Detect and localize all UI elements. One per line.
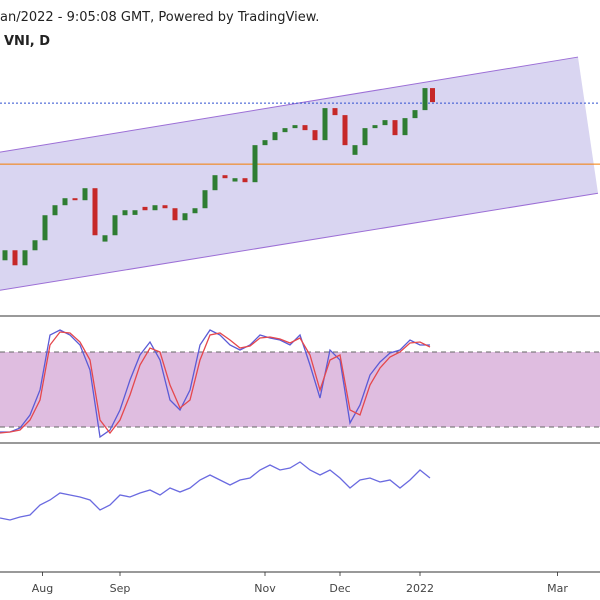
candle xyxy=(372,125,378,129)
series-line xyxy=(0,331,431,435)
x-tick-label: 2022 xyxy=(406,582,434,595)
candle xyxy=(22,250,28,266)
series-line xyxy=(0,329,430,439)
candle xyxy=(322,108,328,141)
candle xyxy=(142,206,148,211)
candle xyxy=(352,145,358,155)
x-tick-label: Sep xyxy=(110,582,131,595)
candle xyxy=(302,125,308,131)
candle xyxy=(312,130,318,141)
x-tick-label: Nov xyxy=(254,582,276,595)
candle xyxy=(362,128,368,146)
candle xyxy=(132,210,138,215)
candle xyxy=(222,175,228,179)
x-tick-label: Mar xyxy=(547,582,568,595)
candle xyxy=(92,188,98,236)
series-line xyxy=(0,461,431,521)
candle xyxy=(242,178,248,183)
candle xyxy=(282,128,288,133)
candle xyxy=(112,215,118,236)
candle xyxy=(52,205,58,216)
candle xyxy=(122,210,128,216)
x-tick-label: Dec xyxy=(329,582,350,595)
candle xyxy=(430,88,435,103)
candle xyxy=(392,120,398,136)
channel-line xyxy=(0,56,579,153)
candle xyxy=(262,140,268,146)
candle xyxy=(412,110,418,119)
candle xyxy=(62,198,68,206)
channel-line xyxy=(0,192,599,291)
x-tick-label: Aug xyxy=(32,582,53,595)
channel-fill xyxy=(0,57,598,291)
header-title: an/2022 - 9:05:08 GMT, Powered by Tradin… xyxy=(0,10,319,25)
candle xyxy=(292,125,298,129)
candle xyxy=(382,120,388,126)
candle xyxy=(232,178,238,182)
candle xyxy=(202,190,208,209)
candle xyxy=(82,188,88,201)
candle xyxy=(162,205,168,209)
candle xyxy=(12,250,18,266)
symbol-label: VNI, D xyxy=(4,34,50,49)
candle xyxy=(332,108,338,116)
candle xyxy=(102,235,108,242)
candle xyxy=(172,208,178,221)
candle xyxy=(72,198,78,201)
candle xyxy=(402,118,408,136)
candle xyxy=(42,215,48,241)
candle xyxy=(32,240,38,251)
candle xyxy=(252,145,258,183)
candle xyxy=(422,88,428,111)
candle xyxy=(212,175,218,191)
candle xyxy=(192,208,198,214)
candle xyxy=(272,132,278,141)
band-fill xyxy=(0,352,600,427)
candle xyxy=(2,250,8,261)
candle xyxy=(342,115,348,146)
candle xyxy=(182,213,188,221)
candle xyxy=(152,205,158,211)
